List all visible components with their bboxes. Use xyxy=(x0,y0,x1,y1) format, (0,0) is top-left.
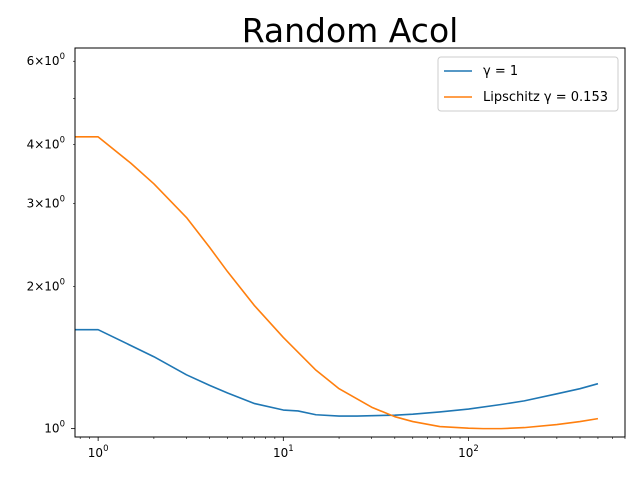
series-line-lipschitz xyxy=(75,136,599,430)
legend: γ = 1 Lipschitz γ = 0.153 xyxy=(437,56,619,112)
plot-lines xyxy=(75,136,599,430)
legend-label-lipschitz: Lipschitz γ = 0.153 xyxy=(483,90,608,105)
y-tick-label: 100 xyxy=(44,420,65,436)
x-tick-label: 101 xyxy=(273,444,294,460)
y-tick-label: 3×100 xyxy=(27,194,65,210)
plot-frame xyxy=(74,47,626,438)
x-tick-label: 102 xyxy=(458,444,479,460)
y-tick-label: 4×100 xyxy=(27,135,65,151)
x-axis: 100 101 102 xyxy=(79,437,626,460)
chart-title: Random Acol xyxy=(242,11,459,50)
legend-label-gamma-1: γ = 1 xyxy=(483,64,518,79)
y-axis: 100 2×100 3×100 4×100 6×100 xyxy=(27,52,75,436)
x-tick-label: 100 xyxy=(88,444,109,460)
legend-box xyxy=(437,56,619,112)
y-tick-label: 2×100 xyxy=(27,278,65,294)
y-tick-label: 6×100 xyxy=(27,52,65,68)
series-line-gamma-1 xyxy=(75,328,599,417)
